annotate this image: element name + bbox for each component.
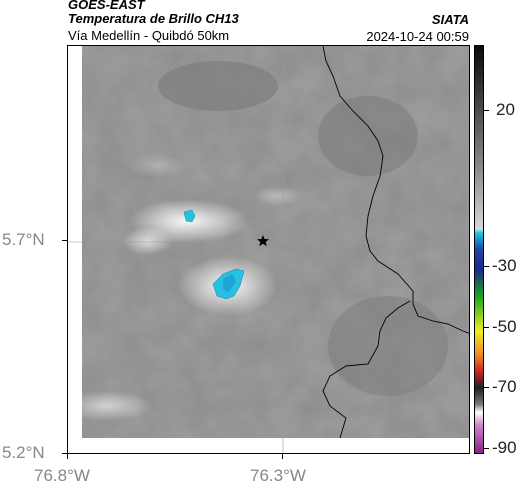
satellite-map[interactable]: [67, 45, 470, 454]
dark-patch: [158, 61, 278, 111]
colorbar-label-minus50: -50: [492, 317, 517, 336]
subtitle: Vía Medellín - Quibdó 50km: [68, 28, 230, 43]
colorbar-tick: [484, 327, 489, 328]
lon-tick-mark: [67, 454, 68, 459]
lat-tick-mark: [62, 240, 67, 241]
cloud-area: [123, 227, 173, 255]
no-data-strip: [68, 46, 82, 453]
satellite-title: GOES-EAST: [68, 0, 145, 12]
lon-tick-76.8: 76.8°W: [34, 466, 90, 485]
cloud-area: [253, 186, 303, 206]
dark-patch: [318, 96, 418, 176]
lat-tick-5.7: 5.7°N: [2, 230, 45, 249]
cold-cloud-top: [183, 209, 196, 223]
colorbar-label-minus70: -70: [492, 377, 517, 396]
map-canvas: [68, 46, 469, 453]
lon-tick-76.3: 76.3°W: [250, 466, 306, 485]
cloud-area: [68, 391, 153, 421]
colorbar-tick: [484, 448, 489, 449]
colorbar-tick: [484, 110, 489, 111]
lat-tick-mark: [62, 453, 67, 454]
lat-tick-5.2: 5.2°N: [2, 443, 45, 462]
colorbar-label-minus90: -90: [492, 438, 517, 457]
border-line: [322, 46, 469, 334]
no-data-strip: [82, 438, 469, 453]
dark-patch: [328, 296, 448, 396]
colorbar-tick: [484, 387, 489, 388]
agency-label: SIATA: [431, 12, 469, 27]
cold-cloud-core: [223, 274, 236, 292]
cloud-area: [128, 154, 188, 178]
product-title: Temperatura de Brillo CH13: [68, 11, 239, 26]
colorbar-label-minus30: -30: [492, 256, 517, 275]
colorbar: [474, 45, 484, 454]
colorbar-tick: [484, 266, 489, 267]
colorbar-label-20: 20: [496, 100, 515, 119]
lon-tick-mark: [282, 454, 283, 459]
star-icon: [257, 235, 269, 247]
datetime-label: 2024-10-24 00:59: [366, 29, 469, 44]
border-line: [322, 300, 411, 439]
